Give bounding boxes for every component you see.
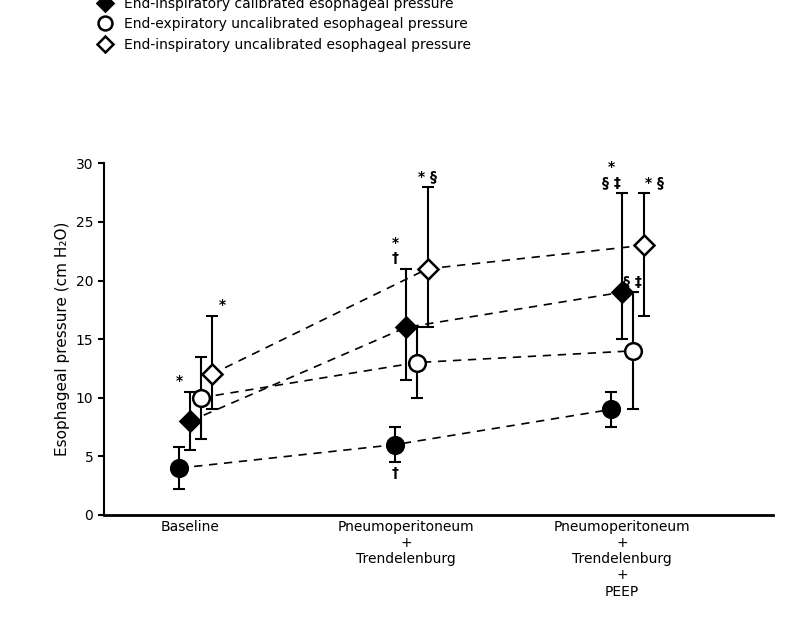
Text: * §: * § xyxy=(645,175,664,189)
Text: *: * xyxy=(175,374,183,388)
Text: *
†: * † xyxy=(391,236,398,265)
Text: * §: * § xyxy=(418,169,437,183)
Text: *
§ ‡: * § ‡ xyxy=(602,160,621,189)
Legend: End-expiratory calibrated esophageal pressure, End-inspiratory calibrated esopha: End-expiratory calibrated esophageal pre… xyxy=(97,0,470,51)
Text: *: * xyxy=(219,298,226,312)
Y-axis label: Esophageal pressure (cm H₂O): Esophageal pressure (cm H₂O) xyxy=(55,222,70,457)
Text: § ‡: § ‡ xyxy=(623,274,642,289)
Text: †: † xyxy=(391,466,398,480)
